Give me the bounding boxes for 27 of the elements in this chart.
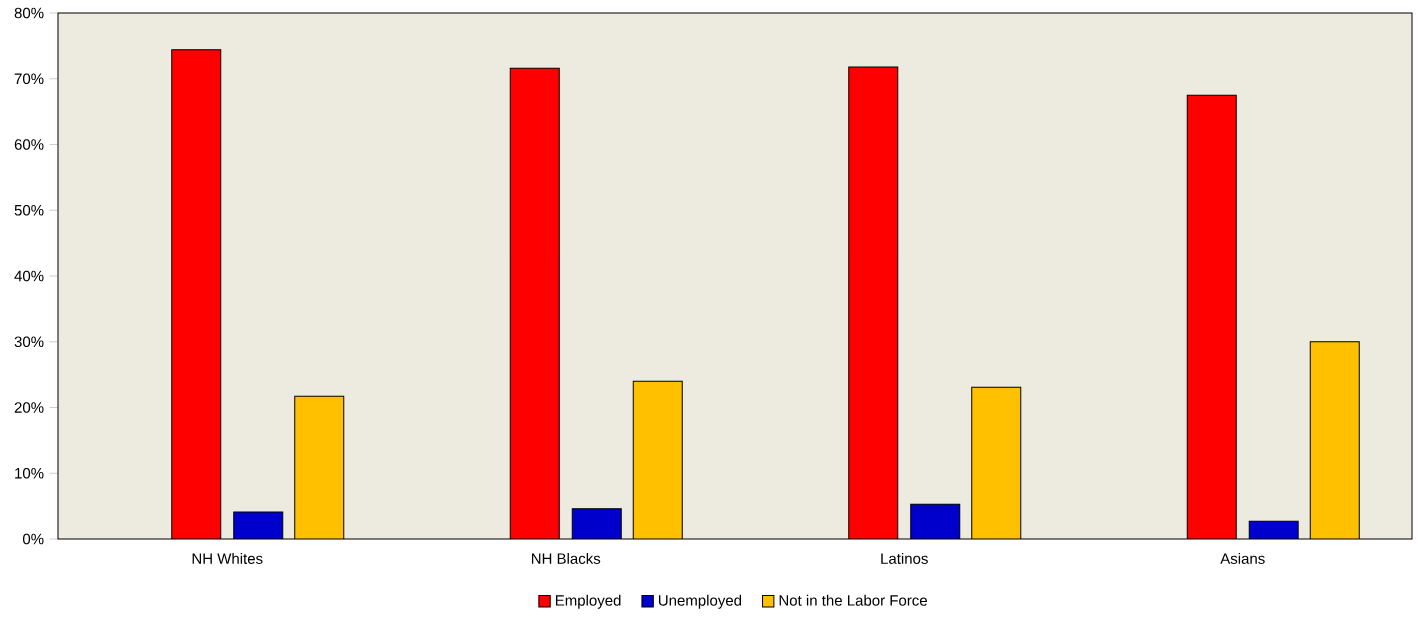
y-tick-label: 0% <box>22 533 44 545</box>
y-tick-label: 40% <box>14 270 44 282</box>
y-tick-label: 50% <box>14 204 44 216</box>
legend-label: Not in the Labor Force <box>779 594 927 606</box>
bar <box>848 66 899 539</box>
legend-label: Employed <box>555 594 621 609</box>
x-tick-label: Asians <box>1220 552 1265 564</box>
legend-label: Unemployed <box>658 594 742 609</box>
bar <box>1309 341 1360 539</box>
bar <box>509 67 560 539</box>
y-tick-label: 20% <box>14 402 44 413</box>
bar <box>233 511 284 539</box>
bar <box>294 395 345 539</box>
bar <box>910 503 961 539</box>
bar <box>1186 94 1237 539</box>
bar <box>632 380 683 539</box>
x-tick-label: Latinos <box>881 552 928 564</box>
x-tick-label: NH Blacks <box>531 552 601 564</box>
bar <box>971 386 1022 539</box>
y-tick-label: 80% <box>14 7 44 19</box>
y-tick-label: 70% <box>14 73 44 85</box>
x-tick-label: NH Whites <box>192 552 263 564</box>
y-tick-label: 60% <box>14 139 44 150</box>
y-tick-label: 10% <box>15 467 44 479</box>
y-tick-label: 30% <box>14 336 44 348</box>
bar <box>171 49 222 539</box>
bar <box>571 508 622 539</box>
